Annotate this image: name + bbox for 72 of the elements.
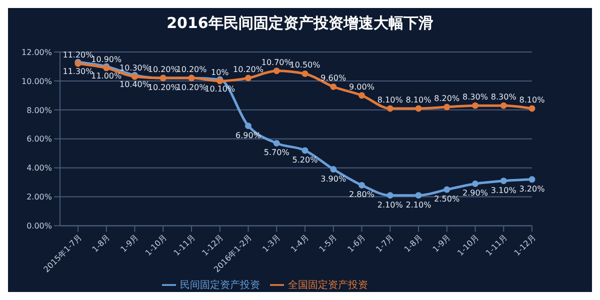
point <box>444 104 450 110</box>
point <box>444 186 450 193</box>
data-label: 2.50% <box>434 194 460 204</box>
x-tick-label: 1-9月 <box>431 232 452 254</box>
data-label: 10% <box>210 68 230 77</box>
point <box>415 105 422 112</box>
data-label: 5.20% <box>292 155 318 164</box>
data-label: 8.20% <box>434 94 460 104</box>
data-label: 8.10% <box>519 95 546 104</box>
data-label: 10.20% <box>148 83 179 92</box>
point <box>273 140 280 146</box>
point <box>358 92 365 99</box>
point <box>472 102 478 109</box>
y-tick-label: 4.00% <box>26 164 52 173</box>
x-tick-label: 1-5月 <box>318 232 339 254</box>
x-tick-label: 1-9月 <box>118 232 140 254</box>
data-label: 11.20% <box>62 50 94 60</box>
y-tick-label: 0.00% <box>26 222 52 231</box>
data-label: 8.10% <box>406 95 432 104</box>
point <box>245 122 252 130</box>
data-label: 10.20% <box>232 65 264 74</box>
data-label: 6.90% <box>236 130 262 140</box>
data-label: 2.90% <box>462 188 488 198</box>
point <box>302 70 308 77</box>
data-label: 9.00% <box>349 82 375 92</box>
data-label: 10.20% <box>176 65 208 74</box>
data-label: 9.60% <box>320 74 346 83</box>
data-label: 3.10% <box>490 186 517 195</box>
data-label: 10.40% <box>119 80 150 90</box>
data-label: 8.30% <box>490 92 517 102</box>
data-label: 11.30% <box>62 67 94 76</box>
data-label: 11.00% <box>91 71 122 80</box>
y-tick-label: 12.00% <box>21 48 52 57</box>
data-label: 5.70% <box>264 148 290 158</box>
point <box>330 166 337 173</box>
data-label: 2.80% <box>349 190 375 200</box>
point <box>472 180 478 187</box>
point <box>273 68 280 74</box>
x-tick-label: 1-8月 <box>402 232 424 254</box>
data-label: 10.70% <box>261 58 292 67</box>
data-label: 10.90% <box>91 54 122 64</box>
legend-label: 全国固定资产投资 <box>288 280 368 291</box>
point <box>245 74 252 82</box>
point <box>386 192 394 199</box>
data-label: 3.90% <box>320 174 346 184</box>
point <box>528 105 536 112</box>
point <box>500 178 507 184</box>
x-tick-label: 1-4月 <box>289 232 310 254</box>
y-tick-label: 10.00% <box>21 76 52 86</box>
point <box>415 192 422 199</box>
point <box>386 105 394 112</box>
data-label: 2.10% <box>406 200 432 210</box>
point <box>528 176 536 183</box>
y-tick-label: 6.00% <box>26 134 52 144</box>
data-label: 10.50% <box>290 60 321 70</box>
x-tick-label: 1-8月 <box>90 232 112 254</box>
data-label: 3.20% <box>519 184 546 194</box>
point <box>358 182 365 188</box>
data-label: 8.30% <box>462 92 488 102</box>
point <box>302 147 308 154</box>
point <box>330 83 337 90</box>
y-tick-label: 2.00% <box>26 192 52 202</box>
x-tick-label: 1-7月 <box>374 232 396 254</box>
x-tick-label: 1-3月 <box>260 232 282 254</box>
y-tick-label: 8.00% <box>26 106 52 115</box>
x-tick-label: 1-6月 <box>346 232 368 254</box>
legend-label: 民间固定资产投资 <box>180 280 260 291</box>
data-label: 8.10% <box>377 95 404 104</box>
data-label: 10.20% <box>148 65 179 74</box>
chart-title: 2016年民间固定资产投资增速大幅下滑 <box>166 13 434 34</box>
data-label: 2.10% <box>377 200 404 210</box>
point <box>500 102 507 109</box>
